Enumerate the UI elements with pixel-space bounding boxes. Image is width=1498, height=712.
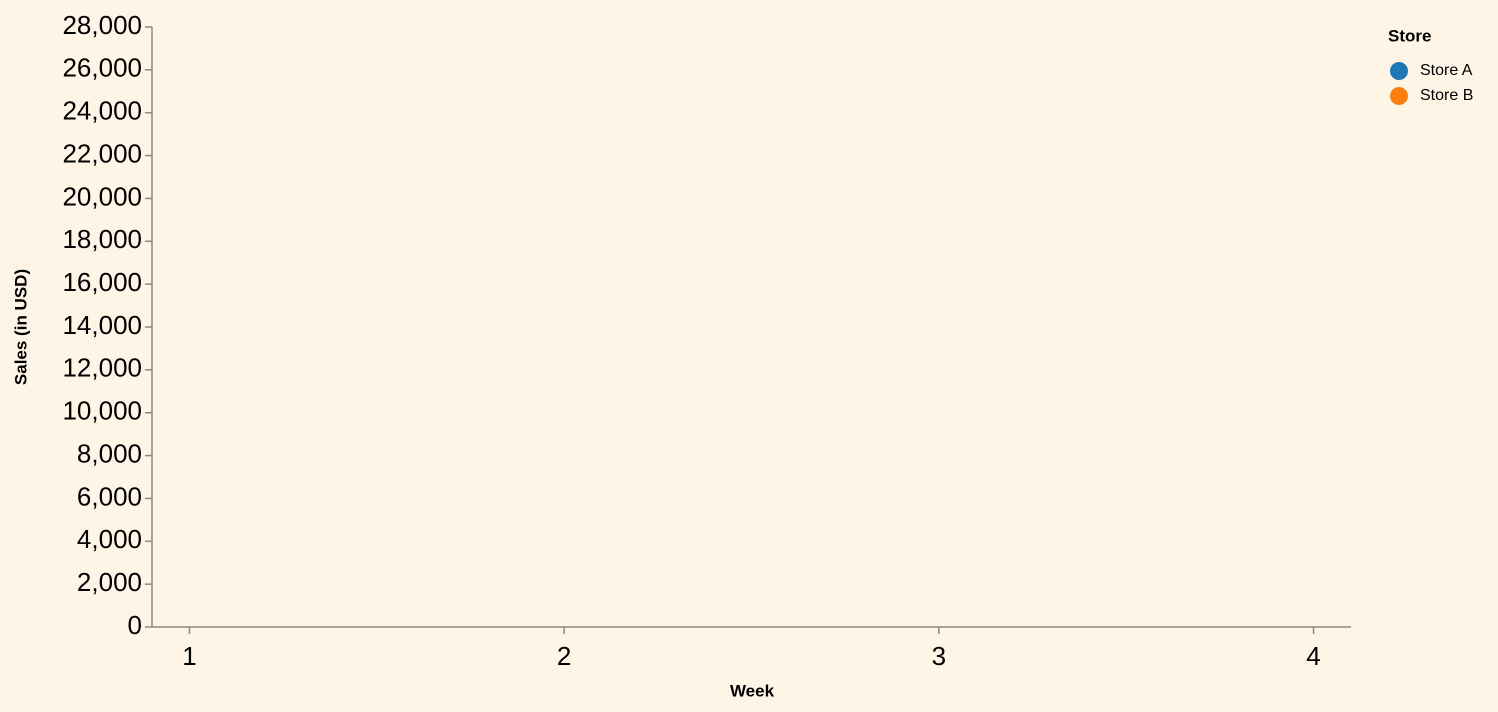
y-tick-label: 22,000 [62,138,142,168]
y-tick-label: 14,000 [62,310,142,340]
y-tick-label: 16,000 [62,267,142,297]
y-tick-label: 20,000 [62,181,142,211]
y-tick-label: 6,000 [77,481,142,511]
x-tick-label: 4 [1306,641,1320,671]
legend-symbol [1390,62,1408,80]
y-tick-label: 10,000 [62,396,142,426]
legend-symbol [1390,87,1408,105]
legend-title: Store [1388,26,1431,45]
y-tick-label: 26,000 [62,53,142,83]
legend-label: Store B [1420,87,1473,104]
y-tick-label: 24,000 [62,96,142,126]
x-tick-label: 3 [932,641,946,671]
y-tick-label: 18,000 [62,224,142,254]
y-tick-label: 12,000 [62,353,142,383]
legend-label: Store A [1420,62,1473,79]
y-tick-label: 4,000 [77,524,142,554]
x-axis-title: Week [730,681,775,700]
y-axis-title: Sales (in USD) [11,269,30,385]
y-tick-label: 0 [128,610,142,640]
y-tick-label: 2,000 [77,567,142,597]
x-tick-label: 2 [557,641,571,671]
y-tick-label: 8,000 [77,438,142,468]
y-tick-label: 28,000 [62,10,142,40]
x-tick-label: 1 [182,641,196,671]
